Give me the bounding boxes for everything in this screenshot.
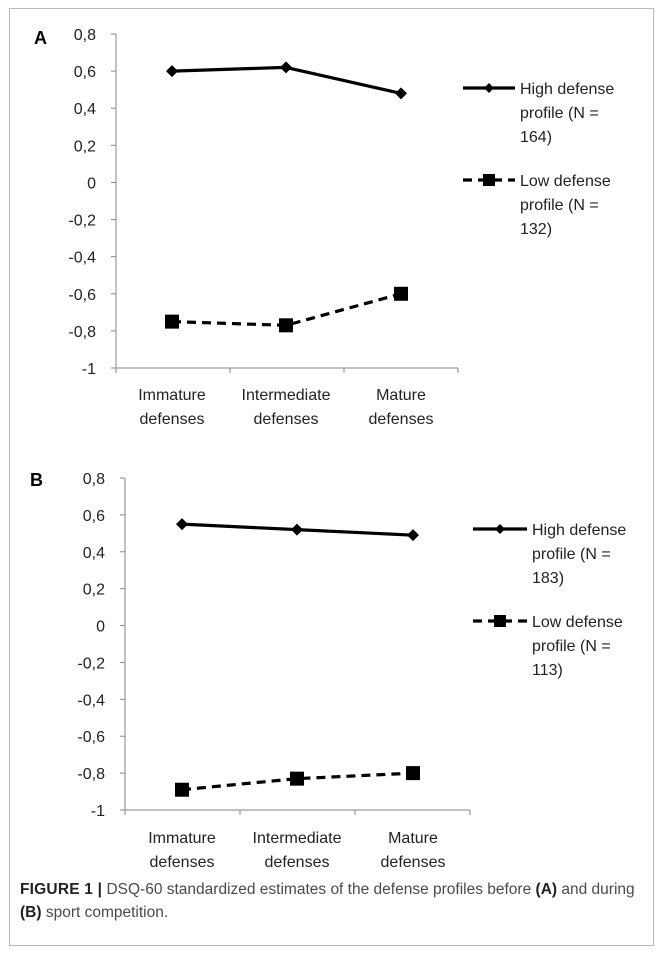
y-tick-label-a: 0,6 [74, 64, 96, 81]
data-point-diamond-b [291, 523, 303, 536]
figure-caption: FIGURE 1 | DSQ-60 standardized estimates… [20, 878, 648, 924]
data-point-square-b [175, 782, 189, 797]
legend-text-a-1: profile (N = [520, 105, 599, 122]
data-point-square-a [165, 314, 179, 329]
x-tick-label-b: Intermediate [253, 830, 342, 847]
caption-ref-a: (A) [535, 881, 558, 898]
data-point-square-b [290, 771, 304, 786]
legend-text-b-2: Low defense [532, 614, 623, 631]
data-point-diamond-a [395, 87, 407, 100]
y-tick-label-a: 0,2 [74, 138, 96, 155]
y-tick-label-b: 0,8 [83, 471, 105, 488]
y-tick-label-a: 0,4 [74, 101, 96, 118]
y-tick-label-b: -0,2 [77, 655, 105, 672]
data-point-square-a [279, 318, 293, 333]
y-tick-label-b: 0,2 [83, 582, 105, 599]
caption-text-3: sport competition. [41, 904, 169, 921]
caption-ref-b: (B) [20, 904, 42, 921]
legend-text-a-2: 132) [520, 221, 552, 238]
data-point-diamond-b [176, 518, 188, 531]
y-tick-label-a: -1 [82, 361, 96, 378]
legend-text-b-1: High defense [532, 522, 626, 539]
panel-label-a: A [34, 28, 47, 48]
y-tick-label-a: 0 [87, 175, 96, 192]
y-tick-label-a: -0,2 [68, 213, 96, 230]
legend-text-b-2: profile (N = [532, 638, 611, 655]
x-tick-label-b: defenses [150, 854, 215, 871]
x-tick-label-a: Immature [138, 387, 206, 404]
legend-text-a-1: 164) [520, 129, 552, 146]
legend-text-b-2: 113) [532, 662, 563, 679]
caption-label: FIGURE 1 | [20, 881, 103, 898]
caption-text-2: and during [557, 881, 635, 898]
series-line-a-2 [171, 292, 402, 327]
y-tick-label-b: -1 [91, 803, 105, 820]
x-tick-label-b: defenses [265, 854, 330, 871]
caption-text-1: DSQ-60 standardized estimates of the def… [102, 881, 536, 898]
legend-marker-diamond-b [495, 524, 505, 534]
legend-text-a-2: profile (N = [520, 197, 599, 214]
data-point-square-b [406, 766, 420, 781]
legend-text-a-1: High defense [520, 81, 614, 98]
data-point-diamond-a [166, 65, 178, 78]
x-tick-label-b: defenses [381, 854, 446, 871]
legend-marker-diamond-a [484, 83, 494, 93]
legend-marker-square-a [483, 174, 495, 186]
x-tick-label-b: Immature [148, 830, 216, 847]
panel-label-b: B [30, 470, 43, 490]
data-point-diamond-a [280, 61, 292, 74]
y-tick-label-b: 0,6 [83, 508, 105, 525]
y-tick-label-a: -0,4 [68, 250, 96, 267]
data-point-diamond-b [407, 529, 419, 542]
y-tick-label-a: 0,8 [74, 27, 96, 44]
y-tick-label-b: -0,6 [77, 729, 105, 746]
y-tick-label-b: -0,4 [77, 692, 105, 709]
y-tick-label-b: -0,8 [77, 766, 105, 783]
y-tick-label-a: -0,6 [68, 287, 96, 304]
x-tick-label-a: Mature [376, 387, 426, 404]
data-point-square-a [394, 286, 408, 301]
x-tick-label-a: Intermediate [242, 387, 331, 404]
x-tick-label-b: Mature [388, 830, 438, 847]
figure-frame [9, 8, 654, 946]
legend-marker-square-b [494, 615, 506, 627]
series-line-b-2 [181, 771, 414, 792]
y-tick-label-a: -0,8 [68, 324, 96, 341]
x-tick-label-a: defenses [140, 411, 205, 428]
y-tick-label-b: 0 [96, 619, 105, 636]
y-tick-label-b: 0,4 [83, 545, 105, 562]
x-tick-label-a: defenses [369, 411, 434, 428]
legend-text-a-2: Low defense [520, 173, 611, 190]
x-tick-label-a: defenses [254, 411, 319, 428]
legend-text-b-1: profile (N = [532, 546, 611, 563]
legend-text-b-1: 183) [532, 570, 564, 587]
